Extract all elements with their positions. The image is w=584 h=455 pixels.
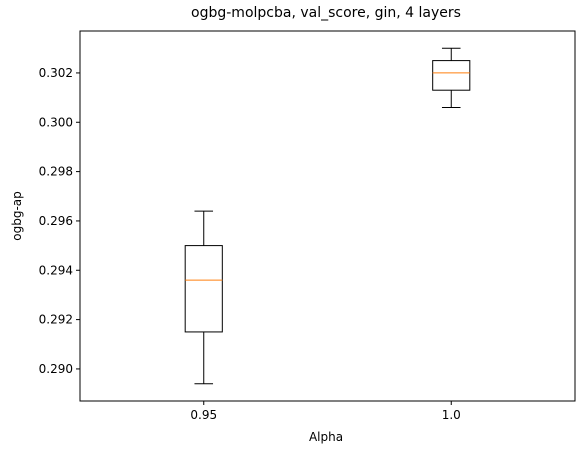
y-tick-label: 0.300	[39, 115, 73, 129]
y-tick-label: 0.302	[39, 66, 73, 80]
x-axis-label: Alpha	[309, 430, 343, 444]
interquartile-box	[184, 245, 223, 333]
y-tick-label: 0.296	[39, 214, 73, 228]
y-tick-label: 0.290	[39, 362, 73, 376]
y-tick-label: 0.292	[39, 313, 73, 327]
box-1.0	[432, 47, 471, 108]
chart-title: ogbg-molpcba, val_score, gin, 4 layers	[191, 5, 461, 21]
y-axis-label: ogbg-ap	[10, 191, 24, 241]
axis-ticks: 0.290 0.292 0.294 0.296 0.298 0.300 0.302 0.95 1…	[39, 66, 461, 422]
x-tick-label: 0.95	[190, 408, 217, 422]
y-tick-label: 0.294	[39, 263, 73, 277]
interquartile-box	[432, 60, 471, 91]
box-0.95	[184, 210, 223, 385]
plot-area	[184, 47, 471, 385]
plot-frame	[79, 30, 576, 402]
x-tick-label: 1.0	[442, 408, 461, 422]
y-tick-label: 0.298	[39, 165, 73, 179]
